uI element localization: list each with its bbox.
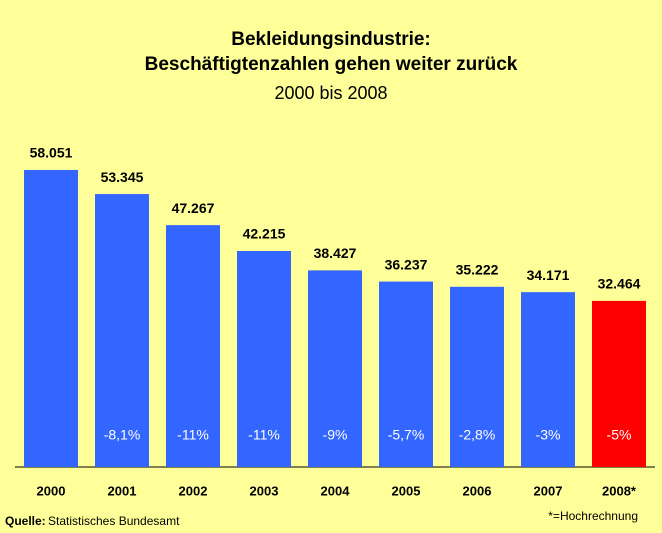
x-tick-label: 2004 <box>321 483 351 498</box>
value-label: 35.222 <box>456 261 499 277</box>
bar <box>237 250 291 467</box>
bar <box>24 169 78 467</box>
x-tick-label: 2001 <box>108 483 137 498</box>
period: 2000 bis 2008 <box>274 83 387 103</box>
value-label: 32.464 <box>598 276 641 292</box>
x-tick-label: 2007 <box>534 483 563 498</box>
x-tick-label: 2008* <box>602 483 637 498</box>
bar <box>166 225 220 467</box>
change-label: -3% <box>536 427 561 443</box>
x-tick-label: 2006 <box>463 483 492 498</box>
change-label: -5% <box>607 427 632 443</box>
change-label: -11% <box>248 427 280 443</box>
bar <box>521 292 575 467</box>
x-tick-label: 2002 <box>179 483 208 498</box>
bar <box>95 194 149 467</box>
footnote: *=Hochrechnung <box>548 509 638 523</box>
chart-title: Bekleidungsindustrie: <box>231 29 431 50</box>
bar <box>379 281 433 467</box>
change-label: -5,7% <box>388 427 425 443</box>
value-label: 38.427 <box>314 245 357 261</box>
x-tick-label: 2005 <box>392 483 421 498</box>
change-label: -9% <box>323 427 348 443</box>
value-label: 58.051 <box>30 145 73 161</box>
value-label: 36.237 <box>385 256 428 272</box>
value-label: 53.345 <box>101 169 144 185</box>
value-label: 42.215 <box>243 226 286 242</box>
chart-subtitle: Beschäftigtenzahlen gehen weiter zurück <box>145 54 518 75</box>
bar <box>450 286 504 467</box>
source: Statistisches Bundesamt <box>48 514 180 528</box>
bar <box>592 300 646 467</box>
source-label: Quelle: <box>5 514 46 528</box>
x-tick-label: 2003 <box>250 483 279 498</box>
x-tick-label: 2000 <box>37 483 66 498</box>
change-label: -2,8% <box>459 427 496 443</box>
change-label: -8,1% <box>104 427 141 443</box>
value-label: 47.267 <box>172 200 215 216</box>
change-label: -11% <box>177 427 209 443</box>
value-label: 34.171 <box>527 267 570 283</box>
bar <box>308 270 362 467</box>
